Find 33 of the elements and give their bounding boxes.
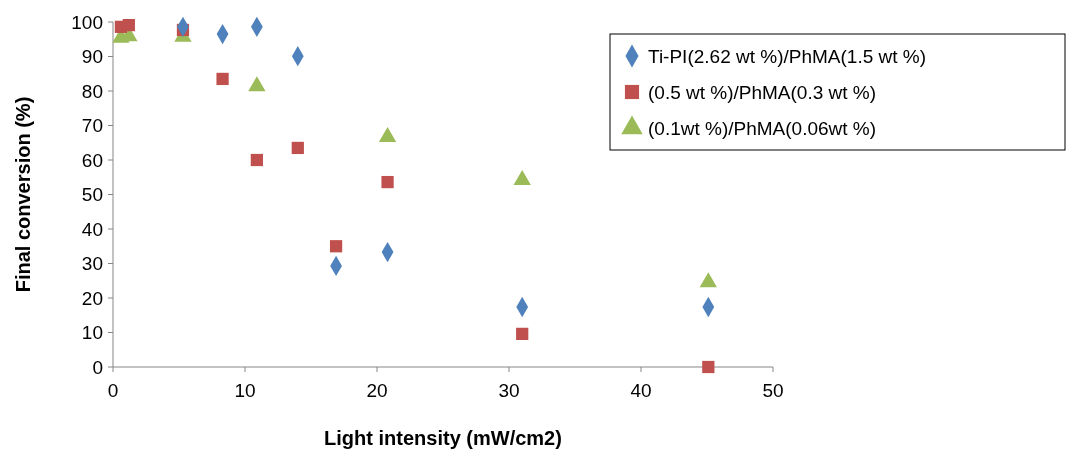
x-tick-label: 50 — [762, 380, 784, 401]
y-tick-label: 100 — [71, 11, 103, 33]
y-tick-label: 90 — [81, 46, 103, 68]
x-axis-title: Light intensity (mW/cm2) — [324, 427, 562, 449]
point — [122, 18, 135, 32]
y-tick-label: 30 — [81, 253, 103, 275]
y-tick-label: 80 — [81, 80, 103, 102]
legend-label: Ti-PI(2.62 wt %)/PhMA(1.5 wt %) — [648, 45, 927, 67]
x-tick-label: 30 — [498, 380, 520, 401]
x-tick-label: 0 — [107, 380, 119, 401]
point — [329, 240, 343, 253]
point — [516, 327, 529, 340]
legend-label: (0.5 wt %)/PhMA(0.3 wt %) — [648, 81, 877, 103]
y-tick-label: 60 — [81, 149, 103, 171]
y-tick-label: 0 — [92, 356, 103, 378]
y-tick-label: 40 — [81, 218, 103, 240]
x-tick-label: 20 — [366, 380, 388, 401]
x-tick-label: 10 — [234, 380, 256, 401]
x-tick-label: 40 — [630, 380, 652, 401]
point — [381, 175, 394, 189]
legend-label: (0.1wt %)/PhMA(0.06wt %) — [648, 117, 877, 139]
point — [702, 360, 715, 374]
y-axis-title: Final conversion (%) — [12, 96, 34, 293]
point — [699, 272, 717, 288]
y-tick-label: 50 — [81, 184, 103, 206]
point — [216, 72, 229, 86]
y-tick-label: 70 — [81, 115, 103, 137]
point — [513, 170, 531, 186]
y-tick-label: 10 — [81, 322, 103, 344]
point — [250, 153, 263, 167]
y-tick-label: 20 — [81, 287, 103, 309]
point — [248, 76, 266, 92]
point — [291, 141, 304, 155]
